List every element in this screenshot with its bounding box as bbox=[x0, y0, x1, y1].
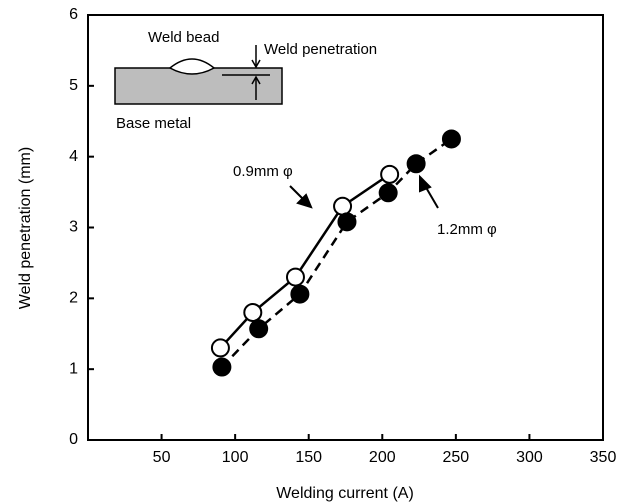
y-tick-label: 6 bbox=[69, 6, 78, 23]
annotation-arrow-head bbox=[296, 193, 313, 209]
x-tick-label: 350 bbox=[590, 449, 617, 466]
y-tick-label: 4 bbox=[69, 148, 78, 165]
x-tick-label: 150 bbox=[295, 449, 322, 466]
y-tick-label: 2 bbox=[69, 290, 78, 307]
x-tick-label: 100 bbox=[222, 449, 249, 466]
data-point bbox=[249, 319, 269, 339]
x-tick-label: 50 bbox=[153, 449, 171, 466]
x-axis-title: Welding current (A) bbox=[276, 485, 414, 502]
y-tick-label: 3 bbox=[69, 219, 78, 236]
inset-diagram bbox=[114, 45, 283, 105]
y-tick-label: 1 bbox=[69, 360, 78, 377]
data-point bbox=[380, 164, 400, 184]
annotation-arrow-head bbox=[419, 174, 432, 193]
series-annotation: 1.2mm φ bbox=[437, 221, 497, 238]
y-tick-label: 0 bbox=[69, 431, 78, 448]
data-point bbox=[243, 303, 263, 322]
data-point bbox=[285, 267, 305, 287]
data-point bbox=[333, 196, 353, 216]
arrow-head bbox=[251, 59, 261, 69]
inset-label: Weld penetration bbox=[264, 41, 377, 58]
x-tick-label: 250 bbox=[443, 449, 470, 466]
data-point bbox=[212, 357, 232, 377]
inset-label: Weld bead bbox=[148, 29, 219, 46]
x-tick-label: 200 bbox=[369, 449, 396, 466]
inset-label: Base metal bbox=[116, 115, 191, 132]
weld-bead-shape bbox=[168, 58, 216, 75]
data-point bbox=[290, 284, 310, 304]
series-annotation: 0.9mm φ bbox=[233, 163, 293, 180]
data-point bbox=[378, 183, 398, 203]
data-point bbox=[210, 338, 230, 358]
y-tick-label: 5 bbox=[69, 77, 78, 94]
data-point bbox=[441, 129, 461, 149]
data-point bbox=[406, 154, 426, 174]
data-point bbox=[337, 212, 357, 232]
arrow-head bbox=[251, 75, 261, 85]
x-tick-label: 300 bbox=[516, 449, 543, 466]
y-axis-title: Weld penetration (mm) bbox=[17, 147, 34, 309]
